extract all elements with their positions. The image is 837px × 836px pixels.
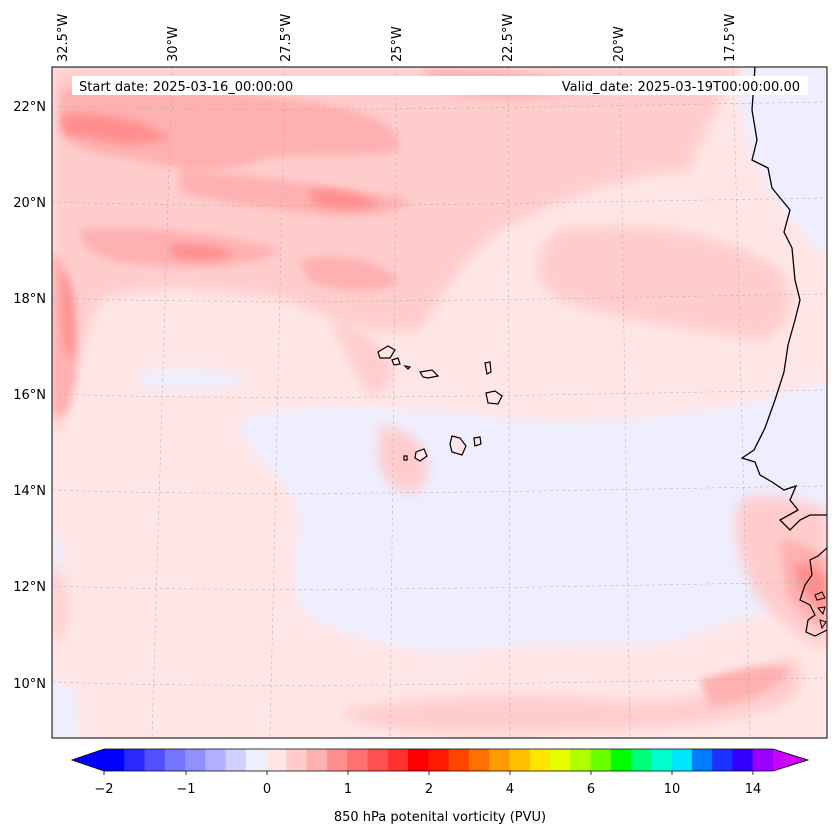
lon-label: 30°W xyxy=(166,26,181,62)
colorbar-segment xyxy=(732,749,754,771)
lat-label: 16°N xyxy=(13,388,46,403)
colorbar-segment xyxy=(124,749,146,771)
pv-red-regions xyxy=(60,113,827,610)
colorbar-segment xyxy=(428,749,450,771)
lon-label: 17.5°W xyxy=(723,14,738,62)
lat-label: 18°N xyxy=(13,292,46,307)
colorbar-label: 850 hPa potenital vorticity (PVU) xyxy=(334,810,546,825)
colorbar-segment xyxy=(144,749,166,771)
colorbar-tick-label: −1 xyxy=(176,782,195,797)
colorbar-tick-labels: −2 −1 0 1 2 4 6 10 14 xyxy=(94,782,761,797)
start-date-label: Start date: 2025-03-16_00:00:00 xyxy=(79,80,293,95)
colorbar-tick-label: 4 xyxy=(506,782,514,797)
colorbar-segment xyxy=(327,749,348,771)
colorbar-segment xyxy=(367,749,389,771)
colorbar-segment xyxy=(651,749,673,771)
longitude-labels: 32.5°W 30°W 27.5°W 25°W 22.5°W 20°W 17.5… xyxy=(56,14,738,62)
latitude-labels: 22°N 20°N 18°N 16°N 14°N 12°N 10°N xyxy=(13,100,46,692)
colorbar-segment xyxy=(266,749,288,771)
colorbar-tick-label: 1 xyxy=(344,782,352,797)
africa-coastline-south xyxy=(799,547,827,637)
colorbar-segment xyxy=(570,749,592,771)
colorbar-segment xyxy=(631,749,652,771)
colorbar-tick-label: 10 xyxy=(664,782,681,797)
colorbar-segment xyxy=(468,749,490,771)
lon-label: 22.5°W xyxy=(501,14,516,62)
colorbar-segment xyxy=(408,749,429,771)
colorbar-tick-label: 6 xyxy=(587,782,595,797)
colorbar-segment xyxy=(509,749,531,771)
colorbar-segment xyxy=(489,749,511,771)
colorbar-segment xyxy=(448,749,470,771)
colorbar-segment xyxy=(691,749,713,771)
colorbar-segment xyxy=(610,749,632,771)
colorbar-segment xyxy=(104,749,125,771)
colorbar-extend-low xyxy=(72,749,104,771)
lat-label: 10°N xyxy=(13,677,46,692)
lon-label: 27.5°W xyxy=(279,14,294,62)
colorbar-tick-label: −2 xyxy=(94,782,113,797)
cape-verde-islands xyxy=(377,345,503,462)
map-frame xyxy=(51,66,828,739)
colorbar-tick-label: 14 xyxy=(745,782,762,797)
map-panel[interactable] xyxy=(52,67,827,738)
colorbar-tick-label: 0 xyxy=(263,782,271,797)
colorbar-segment xyxy=(205,749,227,771)
colorbar-segment xyxy=(185,749,206,771)
lon-label: 20°W xyxy=(612,26,627,62)
lat-label: 22°N xyxy=(13,100,46,115)
colorbar: −2 −1 0 1 2 4 6 10 14 850 hPa potenital … xyxy=(70,748,810,825)
colorbar-segment xyxy=(245,749,267,771)
lat-label: 20°N xyxy=(13,196,46,211)
colorbar-segment xyxy=(225,749,247,771)
colorbar-segment xyxy=(347,749,369,771)
colorbar-segment xyxy=(712,749,734,771)
lon-label: 32.5°W xyxy=(56,14,71,62)
colorbar-tick-label: 2 xyxy=(425,782,433,797)
date-annotation-box xyxy=(72,76,808,95)
valid-date-label: Valid_date: 2025-03-19T00:00:00.00 xyxy=(562,80,800,95)
africa-coastline xyxy=(740,67,827,531)
lat-label: 14°N xyxy=(13,484,46,499)
colorbar-segment xyxy=(590,749,612,771)
colorbar-segment xyxy=(387,749,409,771)
colorbar-segment xyxy=(752,749,774,771)
colorbar-extend-high xyxy=(773,749,808,771)
colorbar-segment xyxy=(164,749,186,771)
graticule xyxy=(52,67,827,738)
colorbar-segments xyxy=(104,749,774,771)
colorbar-segment xyxy=(671,749,693,771)
colorbar-segment xyxy=(550,749,571,771)
lat-label: 12°N xyxy=(13,580,46,595)
colorbar-segment xyxy=(306,749,328,771)
bissagos-islands xyxy=(814,591,827,630)
lon-label: 25°W xyxy=(390,26,405,62)
colorbar-segment xyxy=(286,749,308,771)
colorbar-ticks xyxy=(103,771,754,775)
colorbar-segment xyxy=(529,749,551,771)
